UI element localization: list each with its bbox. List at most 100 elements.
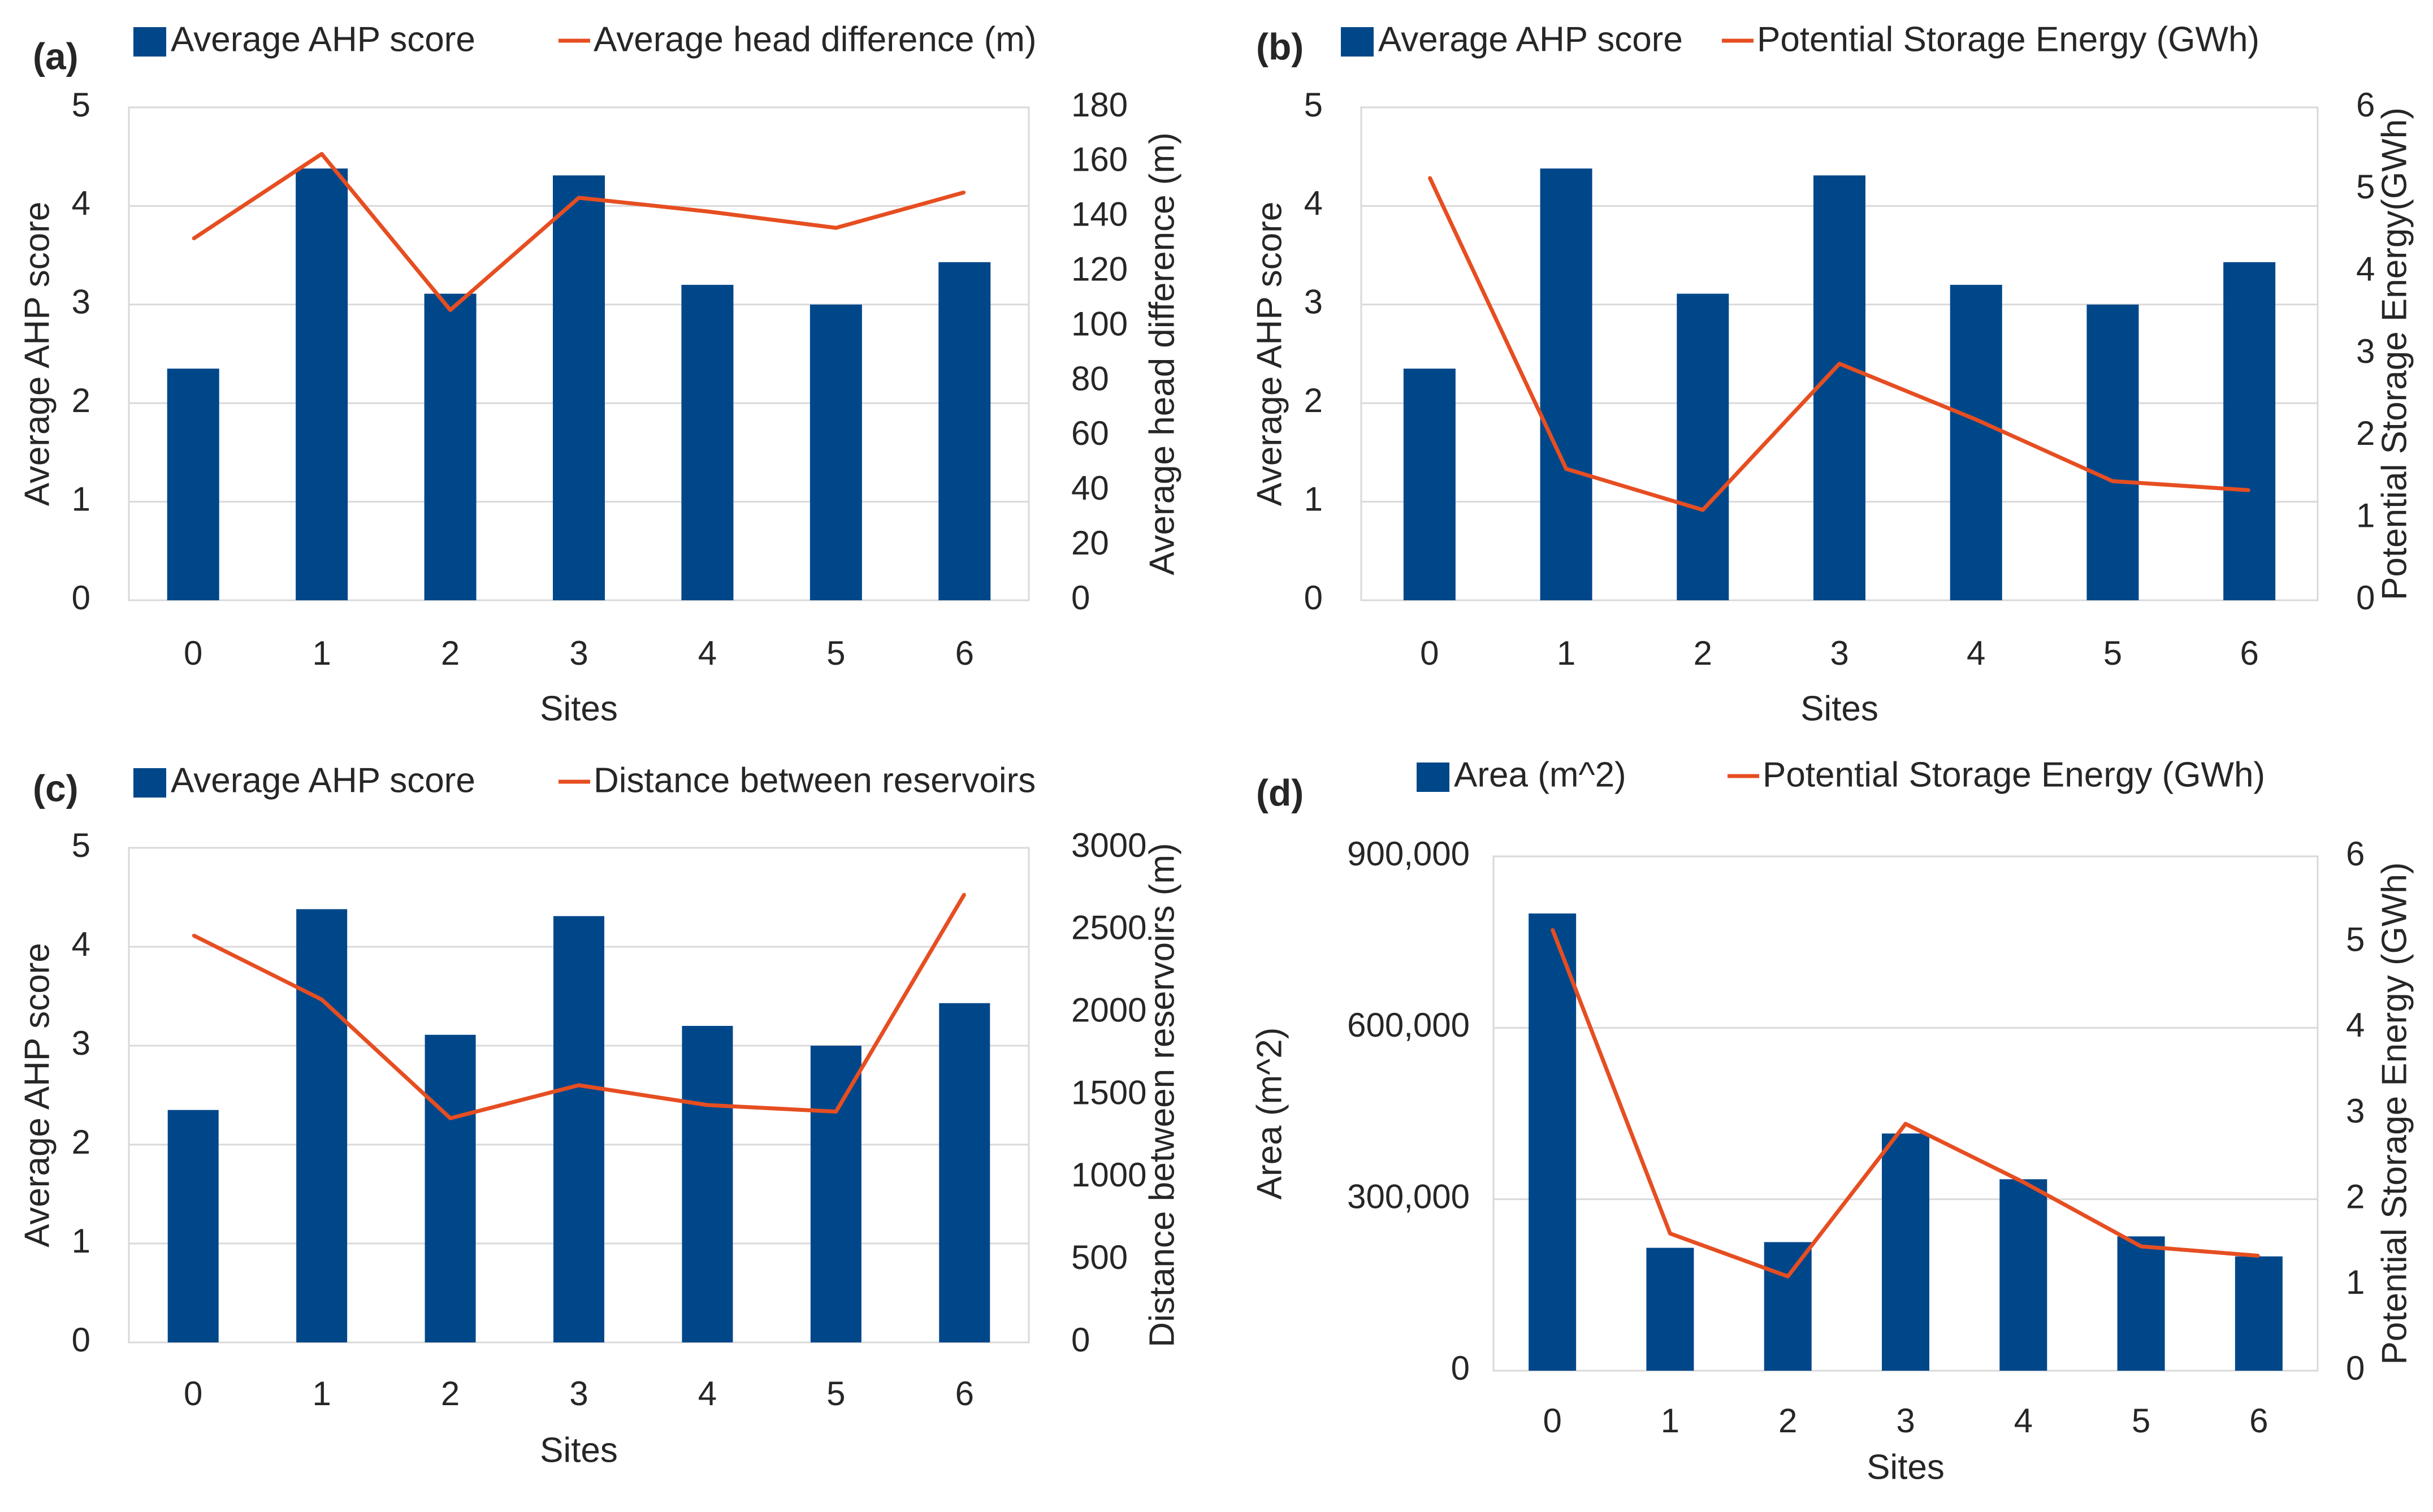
x-tick-label: 0: [184, 634, 202, 672]
y2-tick-label: 0: [1071, 1321, 1090, 1359]
x-tick-label: 0: [1420, 634, 1439, 672]
line-point-6: [2257, 1254, 2260, 1257]
line-point-2: [1786, 1275, 1789, 1278]
y2-tick-label: 80: [1071, 359, 1109, 397]
bar-5: [809, 304, 862, 600]
x-tick-label: 1: [312, 634, 331, 672]
panel-label: (b): [1256, 25, 1304, 67]
y2-tick-label: 5: [2346, 921, 2365, 959]
line-point-0: [192, 934, 194, 937]
x-tick-label: 6: [955, 1375, 974, 1413]
legend-bar-label: Average AHP score: [171, 20, 475, 59]
x-axis-title: Sites: [1867, 1448, 1945, 1487]
line-point-1: [1669, 1232, 1672, 1235]
bar-1: [1540, 168, 1592, 600]
y-tick-label: 5: [72, 86, 90, 124]
x-tick-label: 4: [698, 634, 717, 672]
bar-5: [2086, 304, 2139, 600]
x-tick-label: 6: [2249, 1402, 2268, 1440]
x-tick-label: 2: [1694, 634, 1712, 672]
y-tick-label: 1: [1304, 480, 1323, 518]
legend-bar-label: Average AHP score: [1378, 20, 1683, 59]
bar-6: [2223, 262, 2276, 601]
y-axis-title: Average AHP score: [18, 943, 57, 1247]
line-point-1: [1565, 467, 1568, 470]
y-tick-label: 3: [72, 1024, 90, 1062]
bar-6: [938, 262, 991, 601]
y-tick-label: 4: [72, 925, 90, 963]
bar-1: [1646, 1247, 1694, 1371]
x-tick-label: 1: [1661, 1402, 1679, 1440]
y2-tick-label: 160: [1071, 141, 1128, 179]
bar-1: [296, 909, 348, 1342]
line-point-4: [706, 210, 709, 213]
x-tick-label: 3: [1896, 1402, 1915, 1440]
y-axis-title: Area (m^2): [1250, 1028, 1289, 1200]
line-point-6: [2248, 489, 2251, 492]
y2-axis-title: Potential Storage Energy (GWh): [2375, 862, 2414, 1364]
line-point-5: [834, 227, 837, 229]
line-point-2: [1702, 509, 1704, 512]
x-tick-label: 2: [1778, 1402, 1797, 1440]
legend-bar-swatch: [1417, 763, 1449, 792]
bar-4: [681, 284, 734, 600]
x-tick-label: 0: [184, 1375, 202, 1413]
bar-3: [1882, 1133, 1929, 1371]
bar-6: [2235, 1256, 2283, 1371]
y-tick-label: 0: [72, 1321, 90, 1359]
legend-bar-label: Area (m^2): [1454, 755, 1626, 794]
y2-tick-label: 3: [2356, 332, 2375, 370]
y2-tick-label: 3000: [1071, 826, 1146, 864]
x-tick-label: 0: [1543, 1402, 1561, 1440]
y2-tick-label: 2: [2346, 1178, 2365, 1216]
bar-3: [553, 916, 604, 1342]
line-point-2: [449, 1117, 452, 1120]
bar-0: [1403, 369, 1456, 600]
y2-tick-label: 40: [1071, 469, 1109, 507]
line-point-2: [449, 309, 452, 311]
y-tick-label: 600,000: [1347, 1006, 1470, 1044]
y-tick-label: 5: [72, 826, 90, 864]
bar-2: [1764, 1242, 1812, 1371]
y2-tick-label: 120: [1071, 250, 1128, 288]
line-point-5: [2140, 1245, 2142, 1248]
line-point-1: [321, 153, 323, 155]
bar-2: [424, 293, 477, 600]
y2-axis-title: Average head difference (m): [1142, 132, 1181, 575]
y2-tick-label: 2000: [1071, 991, 1146, 1029]
x-axis-title: Sites: [540, 1431, 618, 1470]
line-point-4: [1975, 418, 1977, 421]
legend-line-label: Distance between reservoirs: [594, 761, 1036, 800]
bar-5: [810, 1046, 861, 1342]
bar-2: [1677, 293, 1729, 600]
line-point-0: [1551, 928, 1554, 930]
x-tick-label: 6: [955, 634, 974, 672]
bar-0: [1529, 913, 1577, 1371]
y-tick-label: 300,000: [1347, 1178, 1470, 1216]
y2-tick-label: 6: [2356, 86, 2375, 124]
line-point-3: [1838, 362, 1841, 365]
x-tick-label: 3: [569, 634, 588, 672]
bar-4: [1950, 284, 2002, 600]
x-tick-label: 3: [569, 1375, 588, 1413]
y-tick-label: 1: [72, 480, 90, 518]
y2-tick-label: 2500: [1071, 909, 1146, 947]
line-point-6: [963, 191, 966, 194]
y2-axis-title: Potential Storage Energy(GWh): [2375, 107, 2414, 600]
line-point-6: [963, 893, 966, 895]
y-tick-label: 0: [72, 579, 90, 617]
x-tick-label: 4: [1967, 634, 1985, 672]
panel-label: (c): [33, 767, 79, 809]
y-tick-label: 0: [1451, 1349, 1470, 1387]
x-axis-title: Sites: [1800, 689, 1878, 728]
y2-tick-label: 500: [1071, 1238, 1128, 1276]
y2-tick-label: 1: [2356, 497, 2375, 535]
y2-tick-label: 1000: [1071, 1156, 1146, 1194]
bar-0: [167, 369, 219, 600]
y2-tick-label: 60: [1071, 414, 1109, 452]
bar-6: [939, 1003, 990, 1342]
bar-3: [553, 175, 605, 600]
line-point-4: [706, 1104, 709, 1106]
x-tick-label: 4: [2014, 1402, 2033, 1440]
y-tick-label: 1: [72, 1222, 90, 1260]
